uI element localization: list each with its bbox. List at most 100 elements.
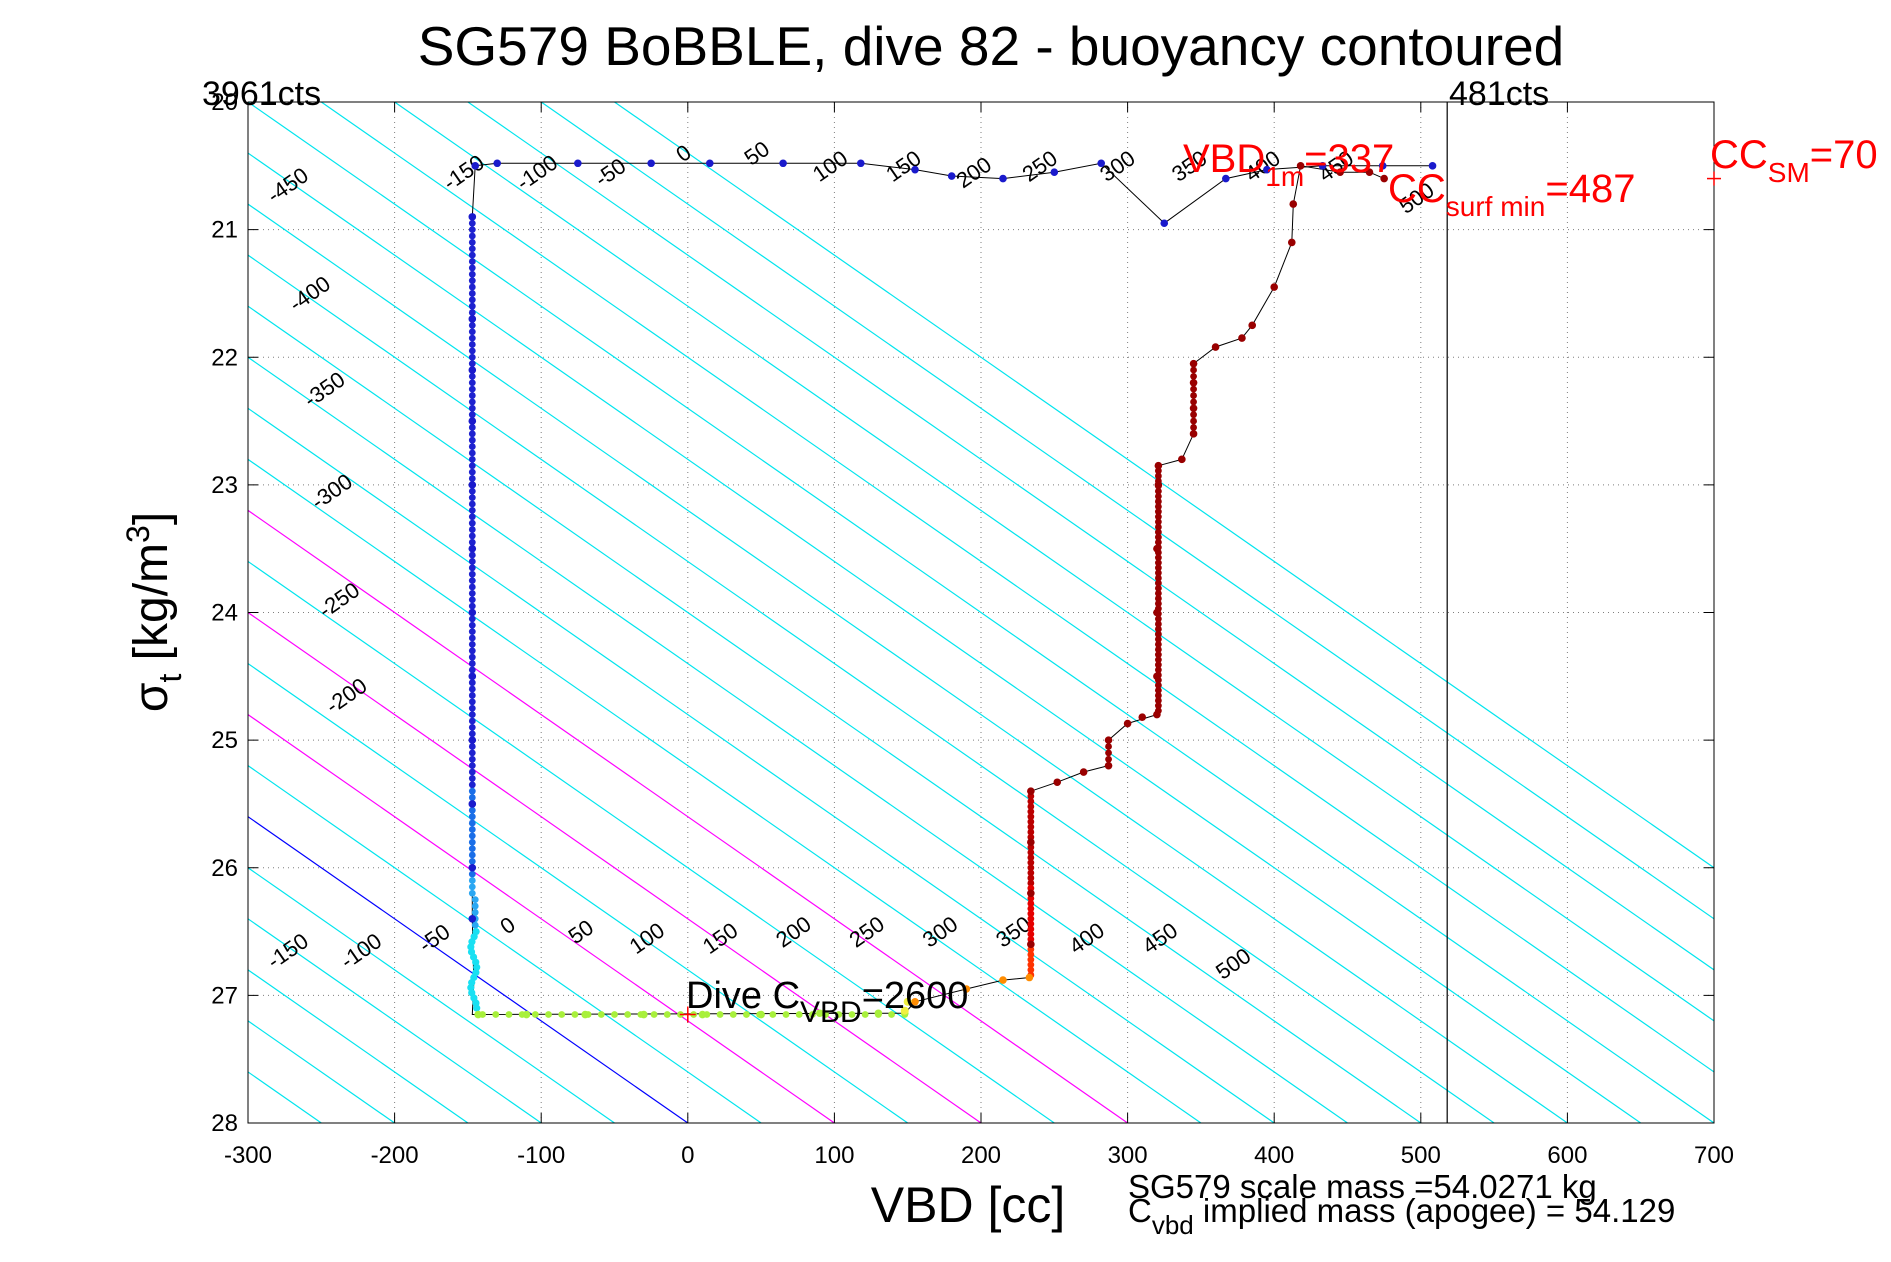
- data-point: [1154, 574, 1162, 582]
- data-point: [1027, 787, 1035, 795]
- data-point: [468, 704, 476, 712]
- vbd-1m-label: VBD1m=337: [1183, 137, 1394, 192]
- y-tick-label: 24: [211, 600, 238, 627]
- cc-sm-text: CC: [1710, 133, 1768, 177]
- data-point: [1027, 823, 1035, 831]
- data-point: [900, 1006, 909, 1015]
- data-point: [1154, 681, 1162, 689]
- data-point: [637, 1011, 645, 1018]
- contour-line: [320, 102, 1714, 1073]
- y-tick-label: 28: [211, 1110, 238, 1137]
- data-point: [473, 1004, 481, 1012]
- data-point: [1154, 554, 1162, 562]
- data-point: [468, 628, 476, 636]
- data-point: [1154, 461, 1163, 470]
- y-axis-label-subscript: t: [152, 674, 188, 683]
- cc-sm-subscript: SM: [1768, 157, 1810, 188]
- data-point: [468, 698, 476, 706]
- data-point: [1154, 508, 1162, 516]
- data-point: [468, 685, 476, 693]
- data-point: [1154, 481, 1163, 489]
- data-point: [468, 277, 476, 285]
- data-point: [468, 475, 476, 482]
- data-point: [468, 711, 476, 718]
- y-tick-label: 22: [211, 344, 238, 371]
- data-point: [468, 251, 476, 259]
- data-point: [468, 602, 476, 610]
- contour-line: [248, 560, 1055, 1123]
- data-point: [468, 366, 477, 374]
- data-point: [468, 883, 476, 891]
- data-point: [468, 794, 476, 801]
- data-point: [468, 500, 476, 508]
- x-tick-label: 100: [814, 1142, 854, 1169]
- data-point: [848, 1011, 856, 1018]
- data-point: [468, 838, 476, 846]
- data-point: [1027, 859, 1035, 867]
- data-point: [1154, 656, 1162, 664]
- data-point: [468, 915, 477, 923]
- contour-line: [248, 102, 1714, 1123]
- data-point: [1153, 608, 1161, 617]
- contour-line: [248, 611, 982, 1123]
- data-point: [1378, 162, 1387, 170]
- data-point: [492, 1011, 500, 1018]
- data-point: [1248, 321, 1257, 330]
- y-tick-label: 27: [211, 982, 238, 1009]
- data-point: [1105, 743, 1112, 750]
- data-point: [468, 845, 476, 853]
- data-point: [1190, 424, 1197, 431]
- data-point: [468, 679, 476, 687]
- y-axis-label-symbol: σ: [125, 683, 178, 713]
- y-axis-label-close: ]: [125, 512, 178, 525]
- data-point: [468, 755, 476, 763]
- data-point: [468, 851, 476, 859]
- data-point: [468, 558, 476, 565]
- data-point: [1190, 398, 1197, 406]
- data-point: [1154, 498, 1162, 505]
- data-point: [468, 819, 476, 827]
- contour-line: [248, 458, 1202, 1123]
- data-point: [729, 1011, 737, 1018]
- data-point: [468, 660, 476, 667]
- data-point: [1154, 513, 1162, 521]
- data-point: [468, 564, 476, 572]
- data-point: [468, 513, 476, 521]
- data-point: [1154, 538, 1162, 546]
- data-point: [1027, 889, 1035, 898]
- data-point: [468, 443, 476, 450]
- data-point: [1027, 879, 1035, 887]
- data-point: [1154, 620, 1162, 628]
- data-point: [468, 328, 476, 336]
- data-point: [468, 723, 476, 731]
- data-point: [874, 1011, 882, 1018]
- data-point: [1105, 755, 1112, 763]
- data-point: [468, 634, 476, 642]
- data-point: [1105, 749, 1112, 757]
- data-point: [468, 264, 476, 272]
- data-point: [1027, 940, 1035, 949]
- y-tick-label: 20: [211, 89, 238, 116]
- vbd-1m-value: =337: [1304, 137, 1394, 181]
- data-point: [1027, 833, 1035, 841]
- data-point: [468, 417, 477, 425]
- data-point: [597, 1011, 605, 1018]
- data-point: [468, 813, 476, 821]
- data-point: [1154, 518, 1162, 526]
- data-point: [611, 1011, 618, 1018]
- data-point: [1238, 334, 1246, 342]
- data-point: [468, 404, 476, 412]
- data-point: [1123, 719, 1132, 728]
- data-point: [1154, 615, 1162, 623]
- data-point: [903, 997, 912, 1006]
- data-point: [1027, 935, 1035, 943]
- y-axis-label-superscript: 3: [120, 525, 156, 543]
- data-point: [493, 159, 502, 168]
- data-point: [468, 743, 476, 750]
- data-point: [1027, 828, 1035, 836]
- data-point: [1154, 686, 1162, 694]
- data-point: [468, 290, 476, 297]
- data-point: [1027, 849, 1035, 856]
- data-point: [1154, 564, 1162, 572]
